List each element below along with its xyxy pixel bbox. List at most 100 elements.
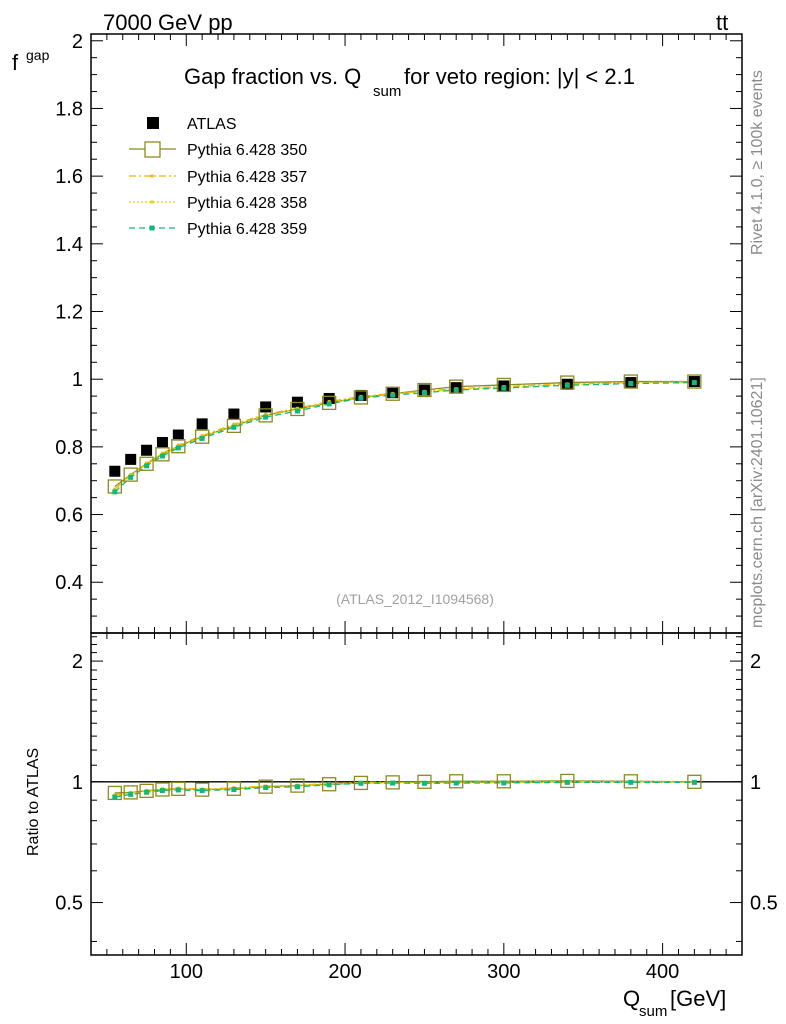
ratio-mc-point-series-4 xyxy=(159,788,165,794)
mc-350-point xyxy=(123,467,138,482)
ratio-mc-point-series-4 xyxy=(263,785,269,791)
legend-box-marker xyxy=(144,141,161,158)
y-tick-label-1-2: 1.2 xyxy=(55,302,83,324)
ratio-mc-point-series-4 xyxy=(691,779,697,785)
ratio-mc-350-point xyxy=(623,774,639,789)
ratio-mc-point-series-4 xyxy=(112,794,118,800)
atlas-data-point xyxy=(172,429,184,441)
ratio-mc-point-series-4 xyxy=(326,782,332,788)
ratio-mc-point-series-4 xyxy=(294,784,300,790)
ratio-series-line-4 xyxy=(114,781,695,798)
y-tick-label-1-4: 1.4 xyxy=(55,234,83,256)
legend-point-marker-4 xyxy=(149,225,155,231)
legend-label-1: Pythia 6.428 350 xyxy=(187,142,307,159)
atlas-data-point xyxy=(125,453,137,465)
ratio-mc-point-series-4 xyxy=(390,780,396,786)
ratio-axis-label: Ratio to ATLAS xyxy=(25,748,42,856)
ratio-tick-label-right-0-5: 0.5 xyxy=(750,893,778,915)
legend-label-3: Pythia 6.428 358 xyxy=(187,195,307,212)
y-tick-label-0-6: 0.6 xyxy=(55,505,83,527)
legend-point-marker-2 xyxy=(150,174,154,178)
x-tick-label-400: 400 xyxy=(646,961,679,983)
mc-350-point xyxy=(449,379,464,394)
mc-point-series-4 xyxy=(112,489,118,495)
mc-point-series-4 xyxy=(691,380,697,386)
y-tick-label-2: 2 xyxy=(72,31,83,53)
ratio-tick-label-left-1: 1 xyxy=(72,772,83,794)
atlas-data-point xyxy=(228,408,240,420)
mc-350-point xyxy=(226,418,242,434)
series-line-3 xyxy=(114,381,695,491)
ratio-mc-point-series-4 xyxy=(501,780,507,786)
mc-point-series-4 xyxy=(128,474,134,480)
ratio-mc-point-series-4 xyxy=(628,779,634,785)
mc-350-point xyxy=(623,374,639,389)
mc-point-series-4 xyxy=(199,435,205,441)
series-line-2 xyxy=(114,381,695,490)
legend-label-2: Pythia 6.428 357 xyxy=(187,169,307,186)
legend-point-marker-3 xyxy=(150,200,154,204)
x-axis-label-sub: sum xyxy=(639,1003,667,1020)
x-tick-label-200: 200 xyxy=(328,961,361,983)
ratio-mc-350-point xyxy=(496,774,511,789)
header-energy-label: 7000 GeV pp xyxy=(103,10,233,35)
mc-point-series-4 xyxy=(175,445,181,451)
ratio-mc-350-point xyxy=(194,782,210,797)
header-process-bar: ¯ xyxy=(723,0,735,16)
mc-point-series-4 xyxy=(628,381,634,387)
atlas-data-point xyxy=(196,418,208,430)
mc-350-point xyxy=(322,395,337,411)
mc-350-point xyxy=(155,447,170,462)
ratio-mc-point-series-4 xyxy=(358,780,364,786)
ratio-tick-label-left-2: 2 xyxy=(72,651,83,673)
chart-title-main: Gap fraction vs. Q xyxy=(184,64,361,89)
mc-350-point xyxy=(353,390,369,405)
y-axis-label-sub: gap xyxy=(26,47,50,63)
ratio-mc-350-point xyxy=(385,775,400,790)
ratio-mc-350-point xyxy=(449,774,464,789)
y-tick-label-1-8: 1.8 xyxy=(55,98,83,120)
y-tick-label-0-8: 0.8 xyxy=(55,437,83,459)
ratio-mc-350-point xyxy=(290,778,305,793)
atlas-data-point xyxy=(260,401,272,413)
rivet-version-label: Rivet 4.1.0, ≥ 100k events xyxy=(749,70,766,255)
ratio-tick-label-right-1: 1 xyxy=(750,772,761,794)
mc-point-series-4 xyxy=(159,453,165,459)
ratio-mc-point-series-4 xyxy=(199,788,205,794)
mc-350-point xyxy=(560,375,575,390)
ratio-mc-point-series-4 xyxy=(128,791,134,797)
chart-title: Gap fraction vs. Q sum for veto region: … xyxy=(184,64,635,100)
mc-point-series-4 xyxy=(390,392,396,398)
mc-350-point xyxy=(139,456,154,471)
y-tick-label-0-4: 0.4 xyxy=(55,572,83,594)
mc-350-point xyxy=(687,374,702,389)
ratio-mc-350-point xyxy=(171,781,186,796)
source-label: mcplots.cern.ch [arXiv:2401.10621] xyxy=(749,377,766,628)
x-axis-label-rest: [GeV] xyxy=(670,986,726,1011)
ratio-mc-350-point xyxy=(687,774,702,789)
atlas-data-point xyxy=(323,392,335,404)
x-tick-label-300: 300 xyxy=(487,961,520,983)
mc-point-series-4 xyxy=(501,385,507,391)
chart-title-rest: for veto region: |y| < 2.1 xyxy=(404,64,635,89)
ratio-mc-point-series-4 xyxy=(144,789,150,795)
mc-350-point xyxy=(385,386,400,401)
ratio-mc-point-series-4 xyxy=(564,779,570,785)
atlas-data-point xyxy=(141,444,153,456)
ratio-mc-350-point xyxy=(353,775,369,791)
ratio-mc-350-point xyxy=(123,785,138,800)
ratio-mc-350-point xyxy=(322,777,337,792)
ratio-mc-350-point xyxy=(139,783,154,799)
y-tick-label-1-6: 1.6 xyxy=(55,166,83,188)
ratio-mc-350-point xyxy=(226,781,242,796)
chart-title-sub: sum xyxy=(373,83,401,100)
ratio-mc-point-series-4 xyxy=(453,780,459,786)
ratio-tick-label-right-2: 2 xyxy=(750,651,761,673)
series-line-1 xyxy=(114,380,695,487)
mc-point-series-4 xyxy=(294,408,300,414)
y-axis-label-main: f xyxy=(12,50,19,75)
mc-point-series-4 xyxy=(358,395,364,401)
mc-point-series-4 xyxy=(263,414,269,420)
ratio-tick-label-left-0-5: 0.5 xyxy=(55,893,83,915)
